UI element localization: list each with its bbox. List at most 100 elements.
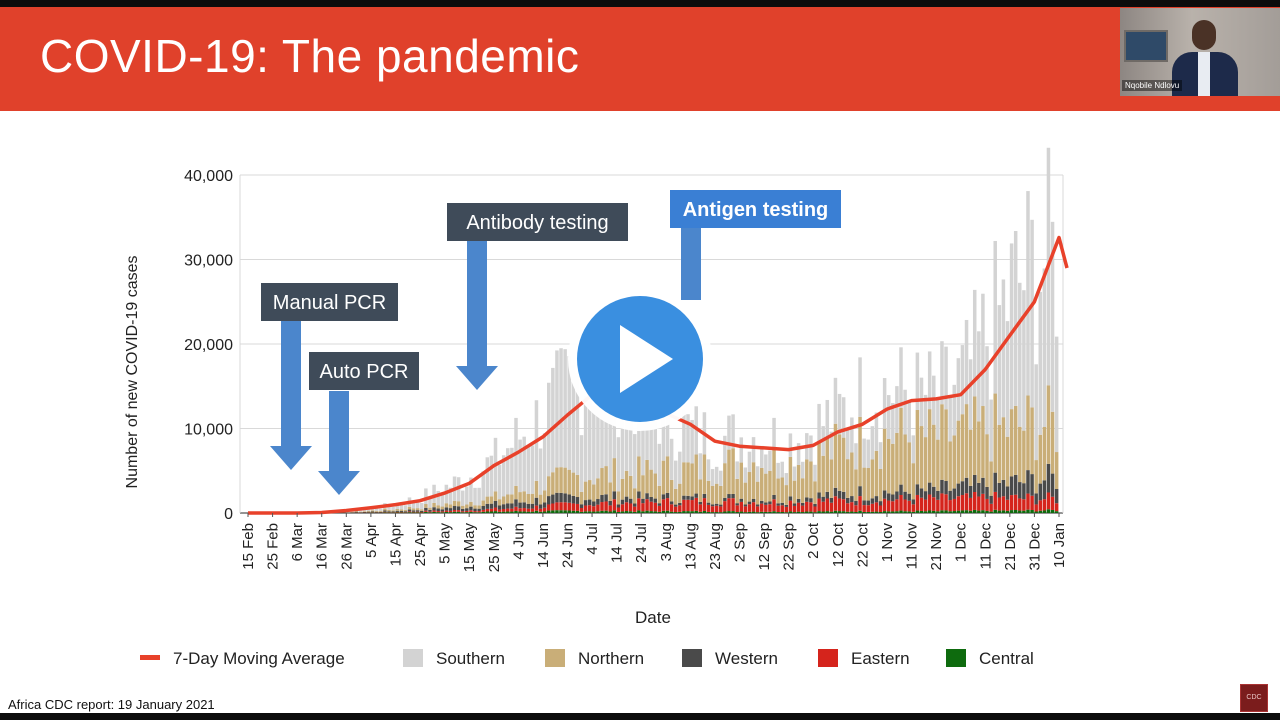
bar-segment-northern xyxy=(583,481,588,501)
bar-segment-northern xyxy=(792,480,797,504)
bar-segment-central xyxy=(510,511,514,513)
bar-segment-eastern xyxy=(477,511,481,513)
bar-segment-northern xyxy=(436,505,440,509)
day-bar xyxy=(616,437,621,513)
bar-segment-western xyxy=(530,503,535,509)
bar-segment-eastern xyxy=(481,509,485,512)
bar-segment-central xyxy=(850,511,854,513)
play-icon[interactable] xyxy=(620,325,673,393)
bar-segment-central xyxy=(678,511,682,513)
bar-segment-central xyxy=(665,510,670,513)
bar-segment-northern xyxy=(673,488,678,505)
day-bar xyxy=(972,289,977,513)
day-bar xyxy=(395,503,399,513)
top-letterbox xyxy=(0,0,1280,7)
title-banner: COVID-19: The pandemic xyxy=(0,7,1280,111)
x-tick-label: 3 Aug xyxy=(658,523,675,561)
bar-segment-northern xyxy=(1005,436,1010,487)
bar-segment-northern xyxy=(571,472,576,496)
bar-segment-western xyxy=(727,494,731,499)
bar-segment-eastern xyxy=(702,498,707,511)
bar-segment-eastern xyxy=(653,502,657,512)
bar-segment-northern xyxy=(358,511,363,513)
bar-segment-western xyxy=(432,507,436,511)
bar-segment-central xyxy=(989,511,993,513)
x-tick-label: 6 Mar xyxy=(289,523,306,561)
bar-segment-southern xyxy=(919,377,924,427)
day-bar xyxy=(411,501,416,513)
bar-segment-western xyxy=(366,511,371,513)
bar-segment-western xyxy=(985,486,989,499)
bar-segment-eastern xyxy=(776,505,780,513)
bar-segment-western xyxy=(600,494,604,503)
bar-segment-northern xyxy=(542,490,547,503)
bar-segment-eastern xyxy=(833,496,838,511)
bar-segment-eastern xyxy=(997,497,1002,511)
bar-segment-southern xyxy=(399,504,404,510)
bar-segment-western xyxy=(440,509,445,512)
legend-item-northern: Northern xyxy=(545,649,644,668)
bar-segment-southern xyxy=(501,455,506,497)
bar-segment-eastern xyxy=(927,494,932,511)
bar-segment-eastern xyxy=(678,505,682,512)
bar-segment-southern xyxy=(518,439,522,493)
day-bar xyxy=(1013,231,1018,513)
day-bar xyxy=(772,417,776,513)
bar-segment-central xyxy=(428,512,432,513)
annotation-box xyxy=(447,203,628,241)
day-bar xyxy=(895,386,899,513)
bar-segment-northern xyxy=(776,478,780,504)
arrow-shaft xyxy=(681,228,701,300)
day-bar xyxy=(501,455,506,513)
bar-segment-northern xyxy=(411,508,416,511)
bar-segment-central xyxy=(895,511,899,513)
bar-segment-eastern xyxy=(526,508,531,512)
bar-segment-southern xyxy=(477,487,481,506)
bar-segment-western xyxy=(837,490,842,499)
bar-segment-eastern xyxy=(694,497,698,511)
day-bar xyxy=(399,504,404,513)
bar-segment-southern xyxy=(489,455,494,497)
day-bar xyxy=(882,378,887,513)
bar-segment-southern xyxy=(841,397,846,438)
bar-segment-southern xyxy=(506,448,510,495)
bar-segment-western xyxy=(923,491,928,500)
day-bar xyxy=(944,346,948,513)
day-bar xyxy=(747,451,752,513)
bar-segment-southern xyxy=(874,412,879,451)
bar-segment-southern xyxy=(915,352,920,410)
bar-segment-western xyxy=(776,503,780,506)
bar-segment-eastern xyxy=(796,502,801,512)
bar-segment-western xyxy=(608,500,612,506)
day-bar xyxy=(473,487,477,513)
annotation-box xyxy=(670,190,841,228)
bar-segment-eastern xyxy=(440,511,445,513)
day-bar xyxy=(432,484,436,513)
x-tick-label: 25 Feb xyxy=(265,523,282,570)
bar-segment-southern xyxy=(391,506,395,511)
day-bar xyxy=(391,506,395,513)
bar-segment-western xyxy=(518,502,522,509)
day-bar xyxy=(932,375,936,513)
day-bar xyxy=(1001,279,1006,513)
presenter-head xyxy=(1192,20,1216,50)
play-button[interactable] xyxy=(568,287,712,431)
bar-segment-central xyxy=(1005,510,1010,513)
x-tick-label: 31 Dec xyxy=(1026,523,1043,571)
x-tick-label: 26 Mar xyxy=(338,523,355,570)
bar-segment-eastern xyxy=(665,498,670,511)
bar-segment-northern xyxy=(395,509,399,511)
day-bar xyxy=(534,400,539,513)
bar-segment-eastern xyxy=(964,493,969,511)
x-tick-label: 5 May xyxy=(437,523,454,564)
bar-segment-eastern xyxy=(460,511,465,513)
bar-segment-northern xyxy=(1034,460,1038,494)
bar-segment-central xyxy=(882,511,887,513)
bar-segment-southern xyxy=(469,477,473,502)
bar-segment-western xyxy=(624,496,629,503)
day-bar xyxy=(526,446,531,513)
bar-segment-eastern xyxy=(940,493,944,511)
bar-segment-western xyxy=(1018,482,1022,499)
bar-segment-central xyxy=(768,511,772,513)
